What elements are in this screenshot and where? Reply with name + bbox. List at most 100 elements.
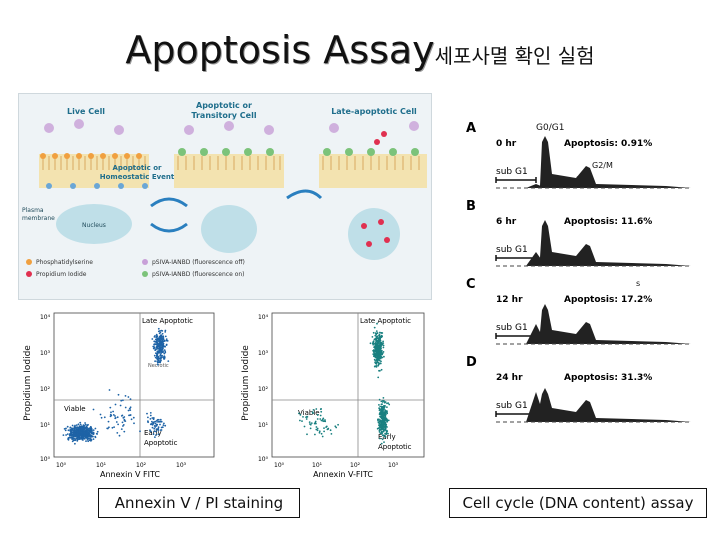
event-dot <box>113 426 115 428</box>
event-dot <box>316 418 319 420</box>
panel-subg1: sub G1 <box>496 323 528 333</box>
event-dot <box>88 427 91 430</box>
event-dot <box>381 432 383 435</box>
event-dot <box>79 423 82 426</box>
event-dot <box>78 435 80 437</box>
event-dot <box>161 332 164 335</box>
event-dot <box>306 433 308 436</box>
event-dot <box>379 428 381 430</box>
event-dot <box>124 395 127 397</box>
event-dot <box>122 425 124 427</box>
event-dot <box>316 414 319 416</box>
event-dot <box>377 376 380 379</box>
event-dot <box>164 329 167 332</box>
event-dot <box>72 439 75 442</box>
svg-text:10²: 10² <box>40 386 51 393</box>
event-dot <box>378 369 380 372</box>
event-dot <box>123 430 126 433</box>
event-dot <box>378 354 381 357</box>
label-transitory-cell: Transitory Cell <box>191 111 256 120</box>
flow2-xlabel: Annexin V-FITC <box>313 470 373 479</box>
flow1-events <box>62 327 170 445</box>
event-dot <box>381 418 384 421</box>
flow2-ylabel: Propidium Iodide <box>241 345 251 421</box>
event-dot <box>153 336 156 338</box>
event-dot <box>160 349 163 352</box>
event-dot <box>320 432 323 435</box>
event-dot <box>374 332 377 335</box>
event-dot <box>386 426 388 428</box>
event-dot <box>166 340 169 342</box>
event-dot <box>382 340 384 343</box>
event-dot <box>154 348 157 350</box>
event-dot <box>377 347 380 350</box>
event-dot <box>380 400 383 403</box>
event-dot <box>320 408 322 410</box>
event-dot <box>378 408 381 410</box>
svg-text:10⁰: 10⁰ <box>258 456 269 463</box>
event-dot <box>155 336 158 339</box>
event-dot <box>382 424 385 427</box>
event-dot <box>80 431 83 434</box>
event-dot <box>380 341 383 344</box>
event-dot <box>74 438 76 440</box>
event-dot <box>335 426 338 429</box>
flow2-events <box>298 322 391 445</box>
event-dot <box>374 342 377 344</box>
svg-text:10⁴: 10⁴ <box>258 314 269 321</box>
panel-letter: C <box>466 277 476 292</box>
apoptosis-schematic: Live Cell Apoptotic or Transitory Cell L… <box>18 93 432 300</box>
event-dot <box>96 430 99 433</box>
event-dot <box>312 409 315 411</box>
event-dot <box>377 339 379 341</box>
event-dot <box>387 419 390 422</box>
event-dot <box>159 429 162 431</box>
event-dot <box>379 331 381 334</box>
event-dot <box>106 427 109 430</box>
event-dot <box>379 345 381 348</box>
event-dot <box>374 361 376 364</box>
event-dot <box>90 436 93 438</box>
event-dot <box>164 424 167 427</box>
event-dot <box>323 427 325 429</box>
event-dot <box>154 426 157 428</box>
event-dot <box>155 434 157 436</box>
event-dot <box>112 414 115 416</box>
event-dot <box>324 419 326 421</box>
event-dot <box>319 414 322 417</box>
event-dot <box>376 344 378 347</box>
event-dot <box>155 430 157 433</box>
event-dot <box>152 417 155 420</box>
nucleus-late <box>348 208 400 260</box>
event-dot <box>164 350 167 353</box>
event-dot <box>382 397 385 399</box>
event-dot <box>375 335 378 338</box>
event-dot <box>375 330 378 332</box>
svg-text:10¹: 10¹ <box>312 462 323 469</box>
svg-text:10²: 10² <box>136 462 147 469</box>
svg-text:10³: 10³ <box>388 462 399 469</box>
svg-text:10²: 10² <box>350 462 361 469</box>
event-dot <box>303 425 306 428</box>
event-dot <box>149 412 152 414</box>
event-dot <box>377 421 380 424</box>
event-dot <box>157 355 160 358</box>
title-sub: 세포사멸 확인 실험 <box>434 44 595 68</box>
event-dot <box>149 418 152 420</box>
event-dot <box>75 429 78 431</box>
flow2-quadrant-late: Late Apoptotic <box>360 317 411 325</box>
event-dot <box>380 420 382 423</box>
event-dot <box>160 329 163 332</box>
panel-apoptosis: Apoptosis: 11.6% <box>564 217 652 227</box>
event-dot <box>154 422 157 425</box>
event-dot <box>159 343 162 345</box>
event-dot <box>388 403 391 406</box>
event-dot <box>92 431 95 434</box>
label-plasma: Plasma <box>22 207 44 214</box>
event-dot <box>382 422 384 424</box>
event-dot <box>149 414 152 417</box>
event-dot <box>314 420 317 423</box>
event-dot <box>309 427 312 430</box>
event-dot <box>71 424 74 427</box>
